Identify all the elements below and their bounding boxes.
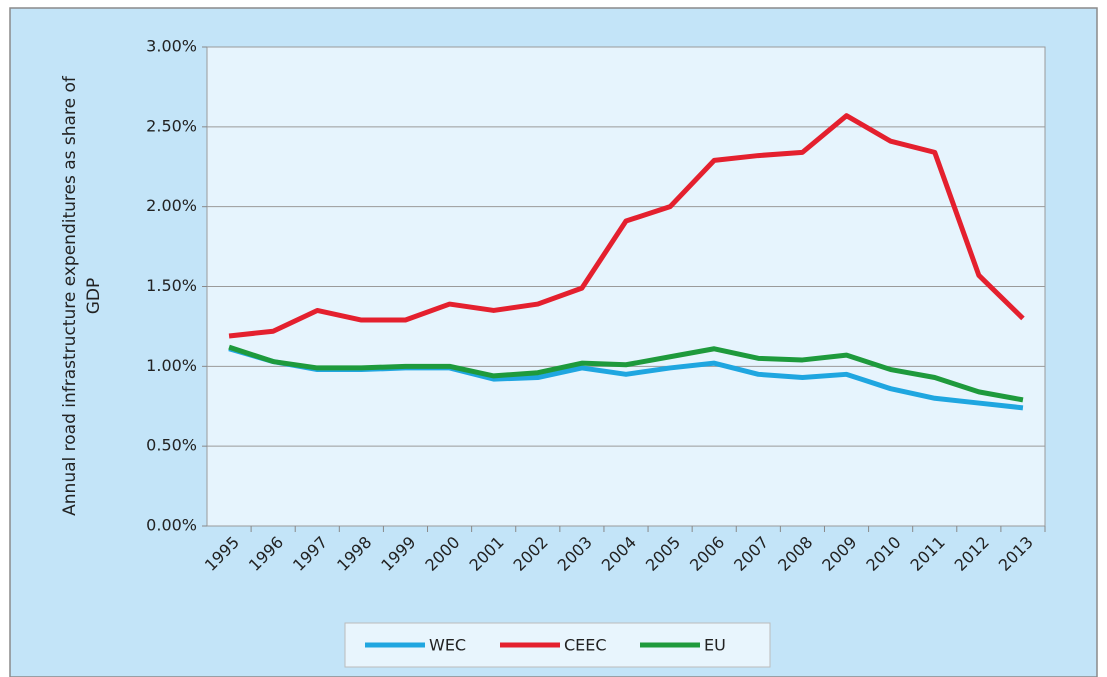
y-tick-label: 3.00% (146, 37, 197, 56)
legend-label: EU (704, 636, 726, 655)
y-tick-label: 1.00% (146, 356, 197, 375)
series-line (228, 113, 1025, 339)
legend-label: CEEC (564, 636, 607, 655)
legend-label: WEC (429, 636, 466, 655)
series-line (228, 344, 1024, 403)
y-tick-label: 0.00% (146, 516, 197, 535)
y-axis-label: Annual road infrastructure expenditures … (60, 76, 104, 516)
y-tick-label: 1.50% (146, 276, 197, 295)
y-tick-label: 0.50% (146, 436, 197, 455)
y-tick-label: 2.50% (146, 116, 197, 135)
y-tick-label: 2.00% (146, 196, 197, 215)
